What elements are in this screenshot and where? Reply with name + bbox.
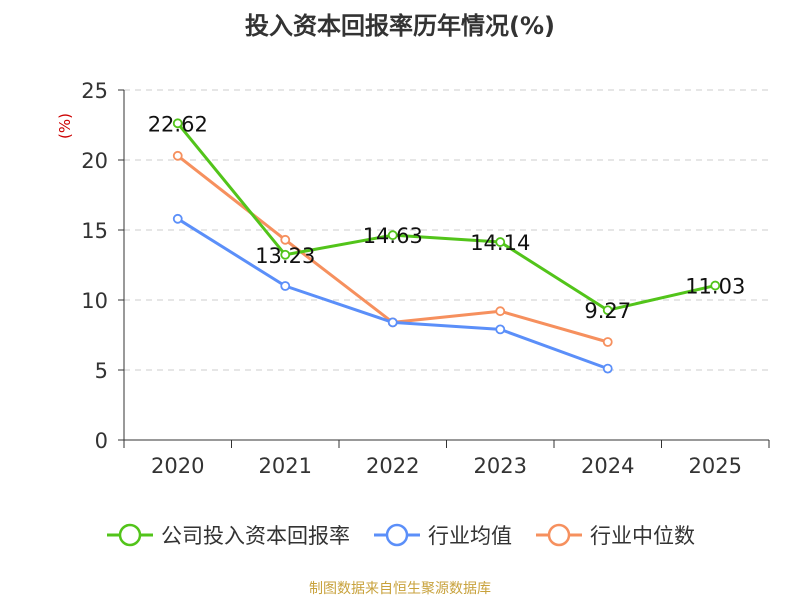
- data-point: [495, 306, 506, 317]
- source-footer: 制图数据来自恒生聚源数据库: [309, 581, 491, 597]
- data-point: [280, 249, 291, 260]
- data-point: [172, 213, 183, 224]
- y-tick-label: 5: [95, 359, 108, 383]
- x-tick-label: 2021: [259, 454, 312, 478]
- x-tick-label: 2022: [366, 454, 419, 478]
- legend-item-company[interactable]: 公司投入资本回报率: [105, 520, 350, 550]
- y-axis-label: (%): [56, 113, 74, 139]
- data-point: [387, 317, 398, 328]
- data-label: 22.62: [148, 112, 208, 136]
- x-tick-label: 2020: [151, 454, 204, 478]
- legend-swatch-industry-mean: [374, 523, 420, 547]
- x-tick-label: 2024: [581, 454, 634, 478]
- data-point: [602, 305, 613, 316]
- y-tick-label: 15: [81, 219, 108, 243]
- data-point: [602, 337, 613, 347]
- data-point: [172, 118, 183, 129]
- data-label: 9.27: [584, 299, 631, 323]
- legend: 公司投入资本回报率 行业均值 行业中位数: [0, 520, 800, 550]
- data-point: [387, 230, 398, 241]
- legend-swatch-company: [107, 523, 153, 547]
- series-line-0: [176, 122, 716, 312]
- x-tick-label: 2023: [474, 454, 527, 478]
- y-tick-label: 0: [95, 429, 108, 453]
- data-label: 14.14: [470, 231, 530, 255]
- legend-label-industry-mean: 行业均值: [428, 524, 512, 548]
- data-point: [172, 150, 183, 161]
- data-point: [495, 237, 506, 247]
- data-point: [602, 363, 613, 374]
- legend-label-industry-median: 行业中位数: [590, 524, 695, 548]
- data-point: [495, 324, 506, 335]
- data-point: [710, 280, 721, 291]
- series-line-2: [176, 154, 609, 344]
- y-tick-label: 10: [81, 289, 108, 313]
- y-tick-label: 25: [81, 79, 108, 103]
- data-label: 11.03: [685, 275, 745, 299]
- legend-item-industry-median[interactable]: 行业中位数: [534, 520, 695, 550]
- chart-title: 投入资本回报率历年情况(%): [245, 12, 555, 40]
- y-tick-label: 20: [81, 149, 108, 173]
- legend-item-industry-mean[interactable]: 行业均值: [372, 520, 512, 550]
- data-label: 14.63: [363, 224, 423, 248]
- legend-label-company: 公司投入资本回报率: [161, 524, 350, 548]
- x-tick-label: 2025: [689, 454, 742, 478]
- data-point: [280, 234, 291, 245]
- legend-swatch-industry-median: [536, 523, 582, 547]
- data-label: 13.23: [255, 244, 315, 268]
- data-point: [280, 281, 291, 291]
